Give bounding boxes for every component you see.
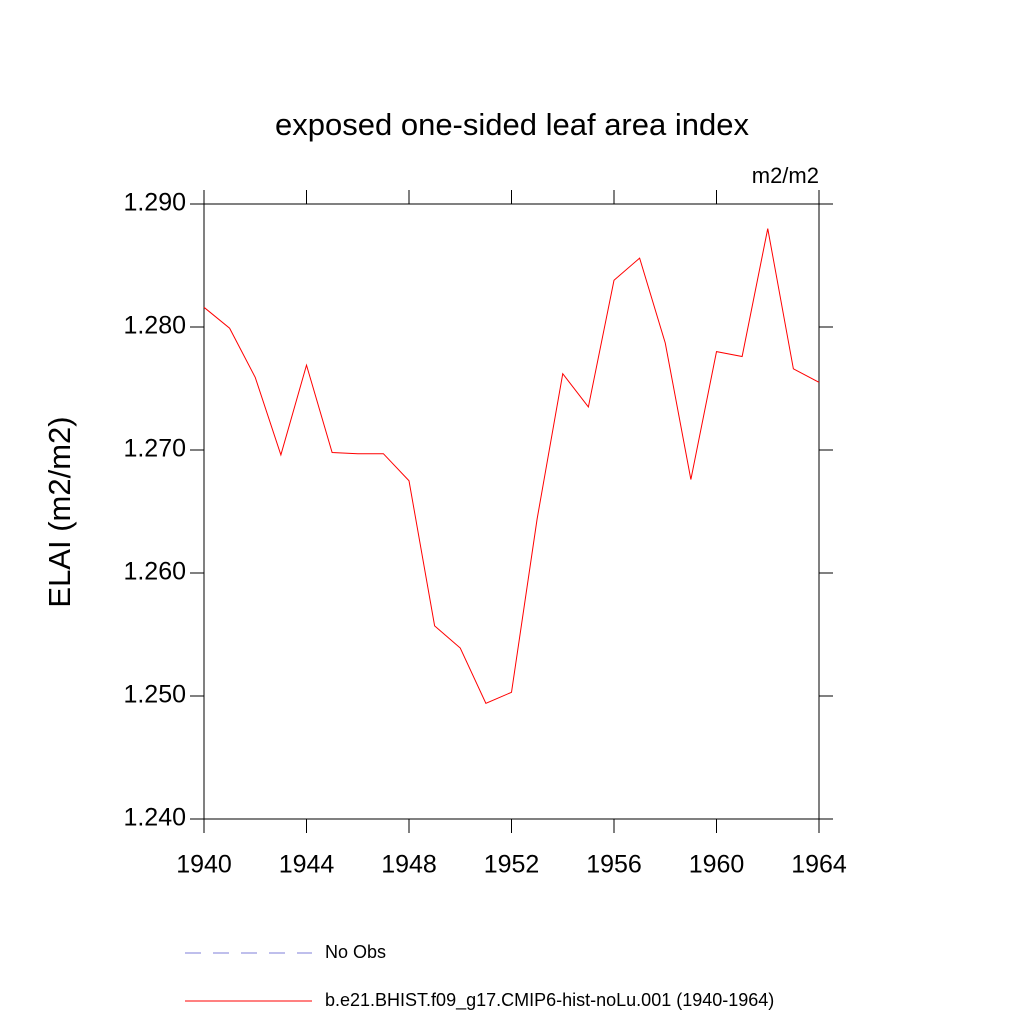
plot-frame bbox=[203, 203, 820, 820]
y-tick-label: 1.270 bbox=[123, 435, 186, 463]
y-tick-label: 1.240 bbox=[123, 804, 186, 832]
units-label: m2/m2 bbox=[752, 163, 819, 188]
data-line bbox=[203, 228, 820, 705]
chart-title: exposed one-sided leaf area index bbox=[275, 107, 749, 142]
x-tick-label: 1940 bbox=[176, 851, 232, 879]
y-tick-label: 1.280 bbox=[123, 312, 186, 340]
y-axis-label: ELAI (m2/m2) bbox=[42, 416, 77, 607]
y-tick-label: 1.260 bbox=[123, 558, 186, 586]
x-tick-label: 1952 bbox=[484, 851, 540, 879]
y-tick-label: 1.250 bbox=[123, 681, 186, 709]
x-tick-label: 1956 bbox=[586, 851, 642, 879]
y-tick-label: 1.290 bbox=[123, 189, 186, 217]
legend-label: b.e21.BHIST.f09_g17.CMIP6-hist-noLu.001 … bbox=[325, 990, 774, 1011]
x-tick-label: 1948 bbox=[381, 851, 437, 879]
legend-label: No Obs bbox=[325, 942, 386, 962]
x-tick-label: 1960 bbox=[689, 851, 745, 879]
x-tick-label: 1964 bbox=[791, 851, 847, 879]
x-tick-label: 1944 bbox=[279, 851, 335, 879]
